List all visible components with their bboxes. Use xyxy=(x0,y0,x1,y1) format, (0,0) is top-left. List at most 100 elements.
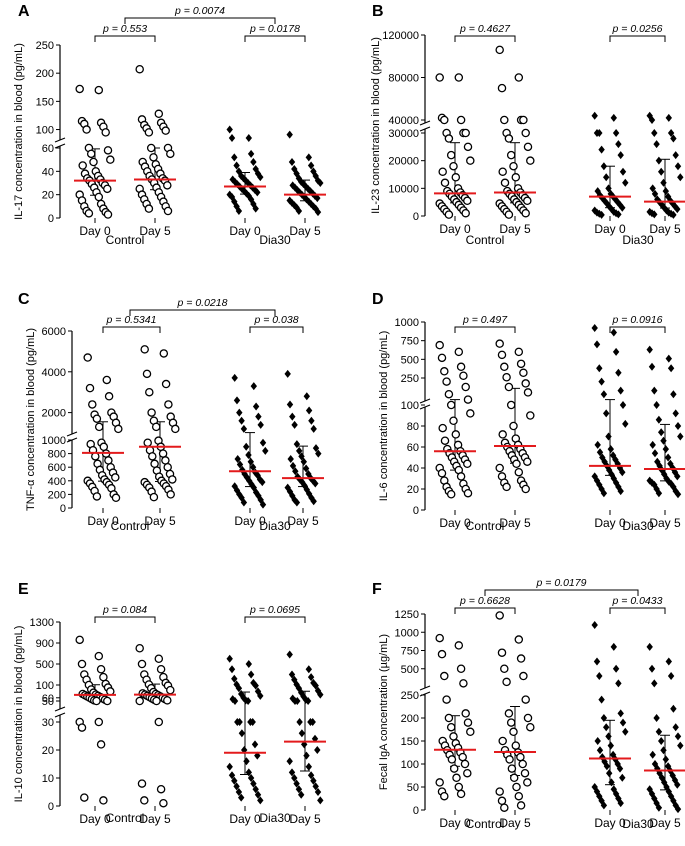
data-point xyxy=(249,718,256,726)
data-point xyxy=(444,389,454,399)
data-point xyxy=(670,134,677,143)
data-point xyxy=(305,406,313,415)
data-point xyxy=(238,729,246,738)
data-point xyxy=(672,487,679,496)
data-point xyxy=(456,664,466,674)
data-point xyxy=(616,764,624,773)
data-point xyxy=(291,774,298,782)
data-point xyxy=(674,805,682,814)
x-category-label: Day 0 xyxy=(79,812,111,826)
data-point xyxy=(521,208,530,218)
data-point xyxy=(596,792,603,801)
data-point xyxy=(135,64,144,74)
x-category-label: Day 0 xyxy=(594,516,626,530)
data-point xyxy=(75,635,84,645)
data-point xyxy=(102,375,112,385)
p-value-label: p = 0.038 xyxy=(253,314,298,326)
data-point xyxy=(619,203,626,212)
group-label: Control xyxy=(466,233,505,247)
data-point xyxy=(99,442,109,452)
data-point xyxy=(106,155,115,164)
data-point xyxy=(519,671,528,681)
y-tick-label: 150 xyxy=(36,96,54,108)
data-point xyxy=(654,457,661,466)
y-axis-label: IL-17 concentration in blood (pg/mL) xyxy=(13,43,25,220)
data-point xyxy=(466,727,475,737)
y-tick-label: 0 xyxy=(413,805,419,817)
data-point xyxy=(605,432,612,441)
data-point xyxy=(305,153,312,162)
data-point xyxy=(317,796,324,805)
data-point xyxy=(440,115,449,125)
data-point xyxy=(662,755,669,764)
data-point xyxy=(619,773,626,782)
data-point xyxy=(303,392,310,401)
data-point xyxy=(646,476,653,485)
data-point xyxy=(298,729,306,738)
data-point xyxy=(226,125,233,134)
data-point xyxy=(612,789,620,798)
data-point xyxy=(667,364,675,373)
data-point xyxy=(164,400,173,409)
data-point xyxy=(655,156,663,165)
x-category-label: Day 5 xyxy=(649,516,681,530)
data-point xyxy=(523,778,532,787)
data-point xyxy=(262,446,269,455)
data-point xyxy=(500,178,510,188)
data-point xyxy=(89,157,98,167)
data-point xyxy=(104,392,114,401)
p-value-label: p = 0.0178 xyxy=(249,23,300,35)
data-point xyxy=(312,782,319,791)
data-point xyxy=(142,369,152,379)
data-point xyxy=(646,345,653,354)
group-label: Control xyxy=(106,811,145,825)
y-tick-label: 0 xyxy=(413,211,419,223)
data-point xyxy=(75,84,84,94)
data-point xyxy=(523,196,532,206)
data-point xyxy=(444,134,454,143)
data-point xyxy=(649,750,656,759)
data-point xyxy=(250,158,257,166)
data-point xyxy=(161,456,170,465)
data-point xyxy=(163,181,172,190)
data-point xyxy=(99,672,108,682)
p-value-label: p = 0.497 xyxy=(462,314,508,326)
data-point xyxy=(252,204,259,213)
data-point xyxy=(314,746,321,754)
data-point xyxy=(664,453,672,462)
data-point xyxy=(651,449,659,458)
data-point xyxy=(438,423,447,433)
data-point xyxy=(665,787,672,796)
data-point xyxy=(459,679,468,688)
data-point xyxy=(257,691,264,700)
data-point xyxy=(228,771,236,780)
data-point xyxy=(435,633,444,643)
data-point xyxy=(451,173,461,182)
data-point xyxy=(293,498,301,507)
data-point xyxy=(610,328,617,337)
data-point xyxy=(608,778,615,787)
data-point xyxy=(507,764,517,773)
data-point xyxy=(463,768,472,778)
data-point xyxy=(146,143,156,153)
data-point xyxy=(619,468,626,477)
data-point xyxy=(607,189,614,198)
data-point xyxy=(598,796,605,805)
data-point xyxy=(509,773,519,783)
data-point xyxy=(233,782,240,791)
data-point xyxy=(158,449,168,458)
data-point xyxy=(451,430,461,439)
data-point xyxy=(610,113,617,122)
data-point xyxy=(658,428,665,437)
data-point xyxy=(653,401,660,409)
data-point xyxy=(651,679,658,688)
data-point xyxy=(235,788,243,796)
panel-letter: E xyxy=(18,581,29,598)
data-point xyxy=(498,430,507,439)
data-point xyxy=(440,671,449,681)
data-point xyxy=(495,339,504,348)
significance-bracket xyxy=(102,326,161,333)
data-point xyxy=(648,664,656,673)
data-point xyxy=(677,173,684,182)
data-point xyxy=(245,768,252,777)
